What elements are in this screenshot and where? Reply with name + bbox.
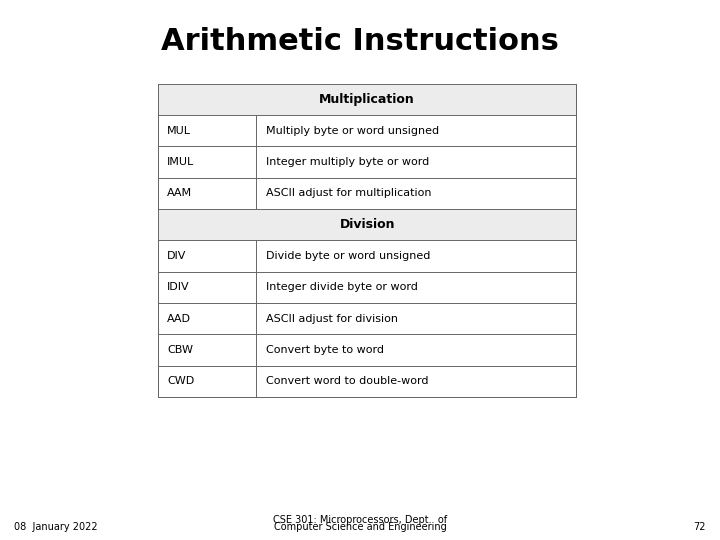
Text: MUL: MUL [167, 126, 191, 136]
Text: AAM: AAM [167, 188, 192, 198]
Text: Integer divide byte or word: Integer divide byte or word [266, 282, 418, 292]
Text: 08  January 2022: 08 January 2022 [14, 522, 98, 532]
Bar [158, 84, 576, 115]
Bar [158, 84, 576, 397]
Text: Division: Division [339, 218, 395, 231]
Text: Divide byte or word unsigned: Divide byte or word unsigned [266, 251, 431, 261]
Text: CWD: CWD [167, 376, 194, 386]
Text: Multiply byte or word unsigned: Multiply byte or word unsigned [266, 126, 439, 136]
Text: Computer Science and Engineering: Computer Science and Engineering [274, 522, 446, 532]
Text: IDIV: IDIV [167, 282, 189, 292]
Bar [158, 209, 576, 240]
Text: CSE 301: Microprocessors, Dept.  of: CSE 301: Microprocessors, Dept. of [273, 515, 447, 525]
Text: Multiplication: Multiplication [320, 93, 415, 106]
Text: Convert word to double-word: Convert word to double-word [266, 376, 429, 386]
Text: ASCII adjust for division: ASCII adjust for division [266, 314, 398, 323]
Text: AAD: AAD [167, 314, 191, 323]
Text: IMUL: IMUL [167, 157, 194, 167]
Text: DIV: DIV [167, 251, 186, 261]
Text: 72: 72 [693, 522, 706, 532]
Text: ASCII adjust for multiplication: ASCII adjust for multiplication [266, 188, 432, 198]
Text: Arithmetic Instructions: Arithmetic Instructions [161, 27, 559, 56]
Text: Integer multiply byte or word: Integer multiply byte or word [266, 157, 430, 167]
Text: CBW: CBW [167, 345, 193, 355]
Text: Convert byte to word: Convert byte to word [266, 345, 384, 355]
